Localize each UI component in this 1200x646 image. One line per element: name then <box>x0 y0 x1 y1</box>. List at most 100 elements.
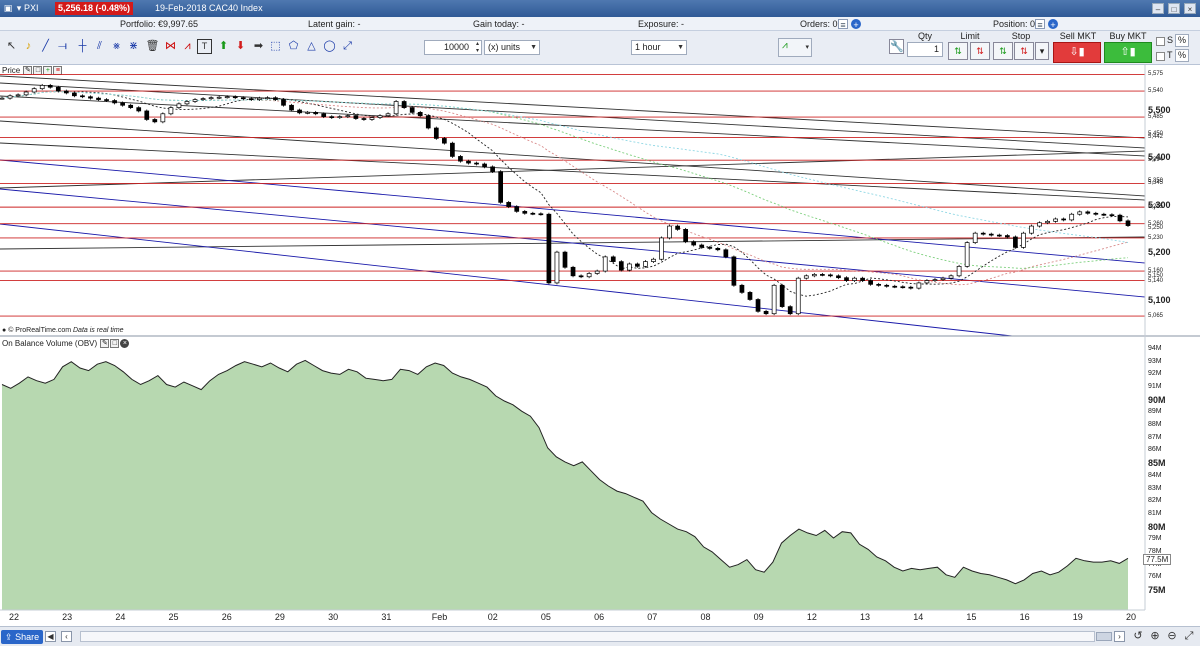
parallel-lines-icon[interactable]: ⨳ <box>113 40 120 52</box>
maximize-button[interactable]: □ <box>1168 3 1180 14</box>
fibonacci-icon[interactable]: ⋇ <box>128 40 139 52</box>
quantity-unit-select[interactable]: (x) units ▼ <box>484 40 540 55</box>
scrollbar-thumb[interactable] <box>1096 632 1112 641</box>
scroll-right-button[interactable]: › <box>1114 631 1125 642</box>
candle-body <box>868 280 873 285</box>
reset-zoom-icon[interactable]: ↺ <box>1133 630 1143 642</box>
maximize-icon[interactable]: □ <box>110 339 120 349</box>
candle-body <box>1005 235 1010 238</box>
sell-mkt-label: Sell MKT <box>1059 31 1097 41</box>
t-checkbox[interactable] <box>1156 52 1165 61</box>
candle-body <box>836 275 841 279</box>
time-tick-label: 25 <box>168 612 179 622</box>
candle-body <box>940 277 946 280</box>
arrow-right-icon[interactable]: ➡ <box>253 40 264 52</box>
add-indicator-icon[interactable]: + <box>43 66 53 76</box>
position-add-icon[interactable]: + <box>1048 19 1058 30</box>
stepper-icon[interactable]: ▴ ▾ <box>475 41 479 54</box>
scroll-start-button[interactable]: ◀ <box>45 631 56 642</box>
stop-buy-button[interactable]: ⇅ <box>993 42 1013 60</box>
stop-sell-button[interactable]: ⇅ <box>1014 42 1034 60</box>
orders-list-icon[interactable]: ≡ <box>838 19 848 30</box>
candle-body <box>530 212 536 215</box>
candle-body <box>0 97 5 100</box>
pointer-icon[interactable]: ↖ <box>6 40 17 52</box>
vertical-line-icon[interactable]: ┼ <box>78 40 87 52</box>
ellipse-icon[interactable]: ◯ <box>323 40 336 52</box>
zigzag-icon[interactable]: ⩘ <box>184 40 191 52</box>
price-tick-label: 5,230 <box>1148 234 1164 241</box>
channel-icon[interactable]: ⫽ <box>97 40 102 52</box>
arrow-up-icon[interactable]: ⬆ <box>218 40 229 52</box>
time-tick-label: 02 <box>487 612 498 622</box>
horizontal-line-icon[interactable]: ⟞ <box>57 40 68 52</box>
s-checkbox[interactable] <box>1156 37 1165 46</box>
settings-icon[interactable]: ≡ <box>53 66 63 76</box>
quantity-input[interactable]: 10000 ▴ ▾ <box>424 40 482 55</box>
rectangle-icon[interactable]: ⬚ <box>270 40 281 52</box>
share-button[interactable]: ⇪ Share <box>1 630 44 644</box>
wrench-icon[interactable]: 🔧 <box>889 39 904 54</box>
candle-body <box>699 244 705 248</box>
position-list-icon[interactable]: ≡ <box>1035 19 1045 30</box>
timeframe-select[interactable]: 1 hour ▼ <box>631 40 687 55</box>
wrench-icon[interactable]: ✎ <box>100 339 110 349</box>
candle-body <box>586 273 592 278</box>
fullscreen-icon[interactable]: ⤢ <box>1184 630 1194 642</box>
symbol-label[interactable]: PXI <box>24 3 39 13</box>
limit-buy-button[interactable]: ⇅ <box>948 42 968 60</box>
horizontal-scrollbar[interactable] <box>80 631 1095 642</box>
latent-gain: Latent gain: - <box>308 19 361 29</box>
indicators-button[interactable]: ⩘ ▾ <box>778 38 812 57</box>
timeframe-value: 1 hour <box>635 42 661 52</box>
trash-icon[interactable]: 🗑 <box>145 40 160 52</box>
trade-qty-input[interactable]: 1 <box>907 42 943 57</box>
price-tick-label: 5,394 <box>1148 157 1164 164</box>
candle-body <box>506 202 512 207</box>
obv-tick-label: 92M <box>1148 370 1162 378</box>
candle-body <box>232 96 238 99</box>
trend-line <box>0 75 1146 139</box>
price-tick-label: 5,260 <box>1148 220 1164 227</box>
candle-body <box>1109 214 1115 217</box>
fan-icon[interactable]: ⋈ <box>165 40 176 52</box>
drawing-toolbar: ↖ ♪ ╱ ⟞ ┼ ⫽ ⨳ ⋇ 🗑 ⋈ ⩘ T ⬆ ⬇ ➡ ⬚ ⬠ △ ◯ ⤢ … <box>0 31 1200 65</box>
obv-panel-title: On Balance Volume (OBV) <box>2 339 98 348</box>
line-segment-icon[interactable]: ⤢ <box>343 40 352 52</box>
wrench-icon[interactable]: ✎ <box>23 66 33 76</box>
candle-body <box>1037 222 1042 227</box>
sell-market-button[interactable]: ⇩▮ <box>1053 42 1101 63</box>
stop-options-button[interactable]: ▾ <box>1035 42 1049 60</box>
limit-sell-button[interactable]: ⇅ <box>970 42 990 60</box>
scroll-left-button[interactable]: ‹ <box>61 631 72 642</box>
minimize-button[interactable]: – <box>1152 3 1164 14</box>
trendline-icon[interactable]: ╱ <box>42 40 49 52</box>
candle-body <box>643 261 648 267</box>
zoom-out-icon[interactable]: ⊖ <box>1167 630 1177 642</box>
chevron-down-icon[interactable]: ▾ <box>16 3 22 13</box>
candle-body <box>1045 220 1050 224</box>
text-tool-icon[interactable]: T <box>197 39 212 54</box>
chart-window-icon[interactable]: ▣ <box>3 3 13 13</box>
alert-bell-icon[interactable]: ♪ <box>25 40 32 52</box>
candle-body <box>618 261 624 271</box>
buy-icon: ⇧▮ <box>1120 46 1136 58</box>
arrow-down-icon[interactable]: ⬇ <box>235 40 246 52</box>
s-percent-field[interactable]: % <box>1175 34 1189 47</box>
orders-add-icon[interactable]: + <box>851 19 861 30</box>
candle-body <box>265 97 270 100</box>
buy-market-button[interactable]: ⇧▮ <box>1104 42 1152 63</box>
candle-body <box>562 251 568 268</box>
time-tick-label: 26 <box>221 612 232 622</box>
credit-note: Data is real time <box>73 327 124 334</box>
position-count: Position: 0 <box>993 19 1036 29</box>
t-percent-field[interactable]: % <box>1175 49 1189 62</box>
triangle-icon[interactable]: △ <box>307 40 316 52</box>
close-button[interactable]: × <box>1184 3 1196 14</box>
candle-body <box>184 101 190 105</box>
polygon-icon[interactable]: ⬠ <box>288 40 299 52</box>
close-panel-icon[interactable]: × <box>120 339 130 349</box>
maximize-icon[interactable]: □ <box>33 66 43 76</box>
zoom-in-icon[interactable]: ⊕ <box>1150 630 1160 642</box>
